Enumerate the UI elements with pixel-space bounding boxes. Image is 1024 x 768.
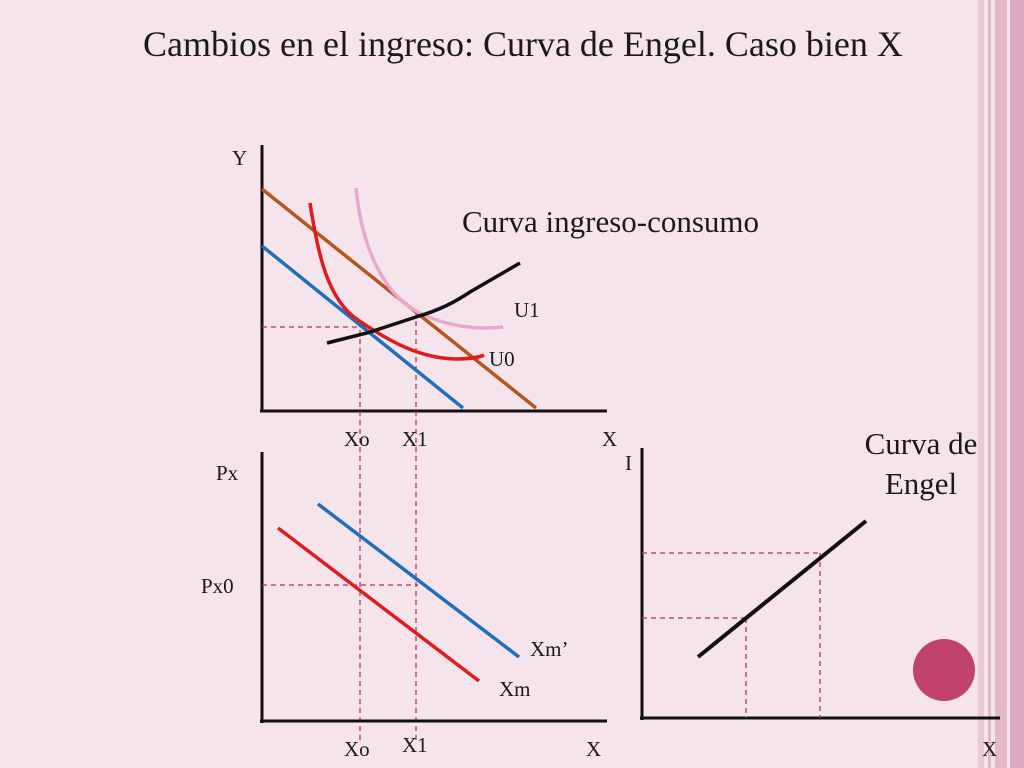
top-y-axis-label: Y <box>232 146 247 170</box>
u1-label: U1 <box>514 298 540 322</box>
decor-stripe-3 <box>995 0 1007 768</box>
engel-label-line2: Engel <box>885 466 957 501</box>
indifference-curve-u1 <box>354 187 504 330</box>
bl-y-axis-label: Px <box>216 461 239 485</box>
engel-curve <box>696 519 868 659</box>
u0-label: U0 <box>489 347 515 371</box>
top-x1-tick: X1 <box>402 427 428 451</box>
demand-curve-xm <box>276 526 481 683</box>
income-consumption-label: Curva ingreso-consumo <box>462 204 759 239</box>
br-y-axis-label: I <box>625 451 632 475</box>
xm-label: Xm <box>499 677 531 701</box>
decor-stripe-2 <box>988 0 991 768</box>
decor-circle <box>913 639 975 701</box>
indifference-curve-u0 <box>308 202 485 361</box>
bl-x0-tick: Xo <box>344 737 370 761</box>
slide-title: Cambios en el ingreso: Curva de Engel. C… <box>143 24 903 64</box>
top-x0-tick: Xo <box>344 427 370 451</box>
bottom-right-graph: I Curva de Engel X <box>625 426 1000 761</box>
engel-label-line1: Curva de <box>865 426 978 461</box>
income-consumption-curve <box>326 261 521 345</box>
xm-prime-label: Xm’ <box>530 637 569 661</box>
br-x-axis-label: X <box>982 737 997 761</box>
bl-x-axis-label: X <box>586 737 601 761</box>
decor-stripe-4 <box>1010 0 1024 768</box>
demand-curve-xm-prime <box>316 502 521 659</box>
bottom-left-graph: Px Px0 Xm’ Xm Xo X1 X <box>201 452 607 761</box>
decor-stripe-1 <box>978 0 984 768</box>
budget-line-initial <box>260 244 465 410</box>
price-tick-label: Px0 <box>201 574 234 598</box>
top-graph: Y X Curva ingreso-consumo U1 U0 Xo X1 <box>232 145 759 740</box>
bl-x1-tick: X1 <box>402 733 428 757</box>
top-x-axis-label: X <box>602 427 617 451</box>
